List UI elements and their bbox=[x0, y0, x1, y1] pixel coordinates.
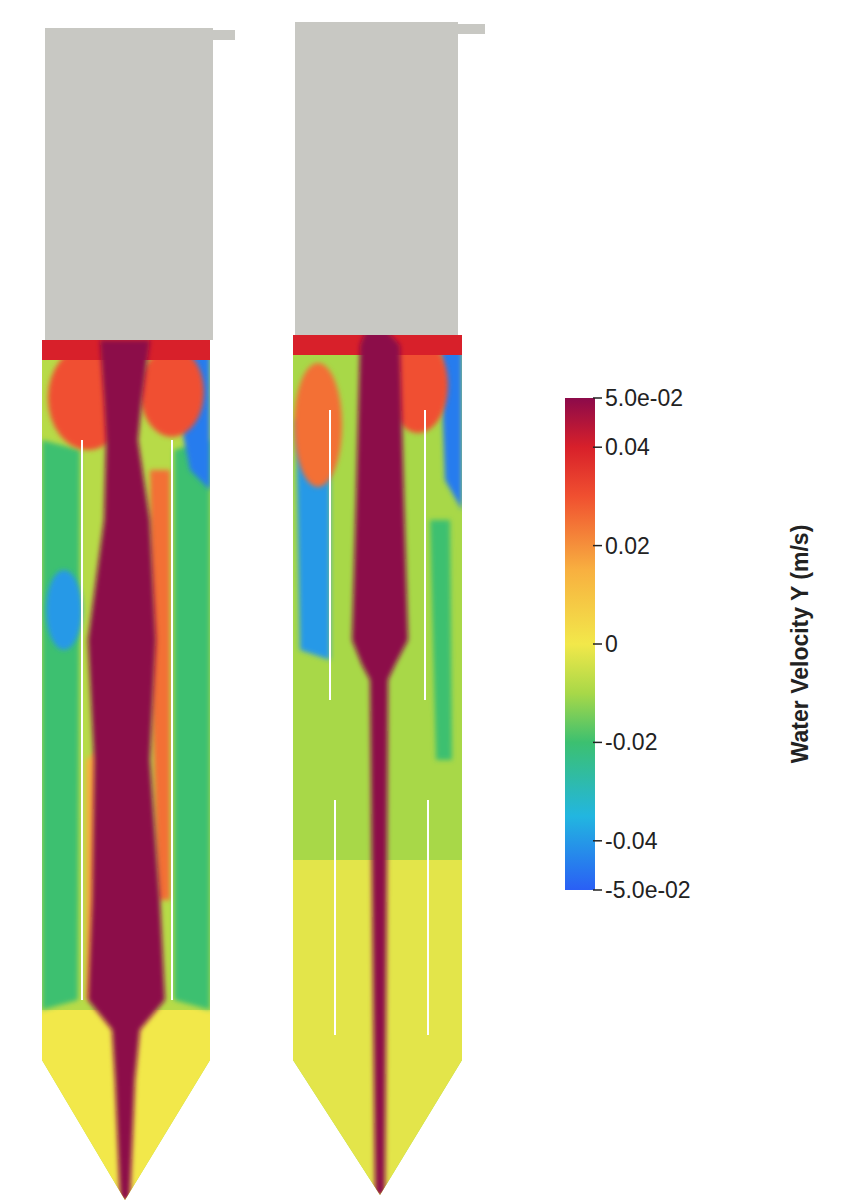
colorbar-tick-label: -0.02 bbox=[605, 729, 657, 755]
headspace bbox=[295, 22, 458, 335]
colorbar-tick-label: -5.0e-02 bbox=[605, 877, 691, 903]
colorbar-tick bbox=[593, 397, 602, 399]
field-region bbox=[174, 440, 210, 1010]
field-region bbox=[294, 363, 342, 487]
velocity-field bbox=[0, 0, 860, 1203]
field-region bbox=[0, 860, 860, 1203]
colorbar-tick bbox=[593, 446, 602, 448]
colorbar-title: Water Velocity Y (m/s) bbox=[787, 525, 813, 764]
colorbar-gradient bbox=[565, 398, 595, 890]
outlet-tab bbox=[458, 24, 485, 34]
colorbar-tick bbox=[593, 643, 602, 645]
outlet-tab bbox=[213, 30, 235, 40]
colorbar-tick bbox=[593, 889, 602, 891]
baffle bbox=[329, 410, 331, 700]
baffle bbox=[427, 800, 429, 1035]
field-region bbox=[42, 440, 80, 1010]
field-region bbox=[46, 570, 82, 650]
colorbar-tick-label: 0.04 bbox=[605, 434, 650, 460]
field-region bbox=[352, 325, 408, 1195]
baffle bbox=[334, 800, 336, 1035]
colorbar-tick-label: 5.0e-02 bbox=[605, 385, 683, 411]
baffle bbox=[81, 440, 83, 1000]
headspace bbox=[45, 28, 213, 340]
field-region bbox=[430, 520, 452, 760]
colorbar-tick bbox=[593, 840, 602, 842]
colorbar-tick-label: 0 bbox=[605, 631, 618, 657]
field-region bbox=[140, 347, 204, 437]
velocity-field bbox=[0, 0, 860, 1203]
baffle bbox=[171, 440, 173, 1000]
colorbar-tick bbox=[593, 742, 602, 744]
field-region bbox=[88, 340, 165, 1200]
colorbar-tick-label: 0.02 bbox=[605, 533, 650, 559]
column-panel bbox=[0, 0, 860, 1203]
colorbar-tick bbox=[593, 545, 602, 547]
column-panel bbox=[0, 0, 860, 1203]
baffle bbox=[424, 410, 426, 700]
colorbar: 5.0e-02 0.04 0.02 0 -0.02 -0.04 -5.0e-02 Water … bbox=[565, 385, 813, 903]
colorbar-tick-label: -0.04 bbox=[605, 828, 658, 854]
figure: 5.0e-02 0.04 0.02 0 -0.02 -0.04 -5.0e-02 Water … bbox=[0, 0, 860, 1203]
